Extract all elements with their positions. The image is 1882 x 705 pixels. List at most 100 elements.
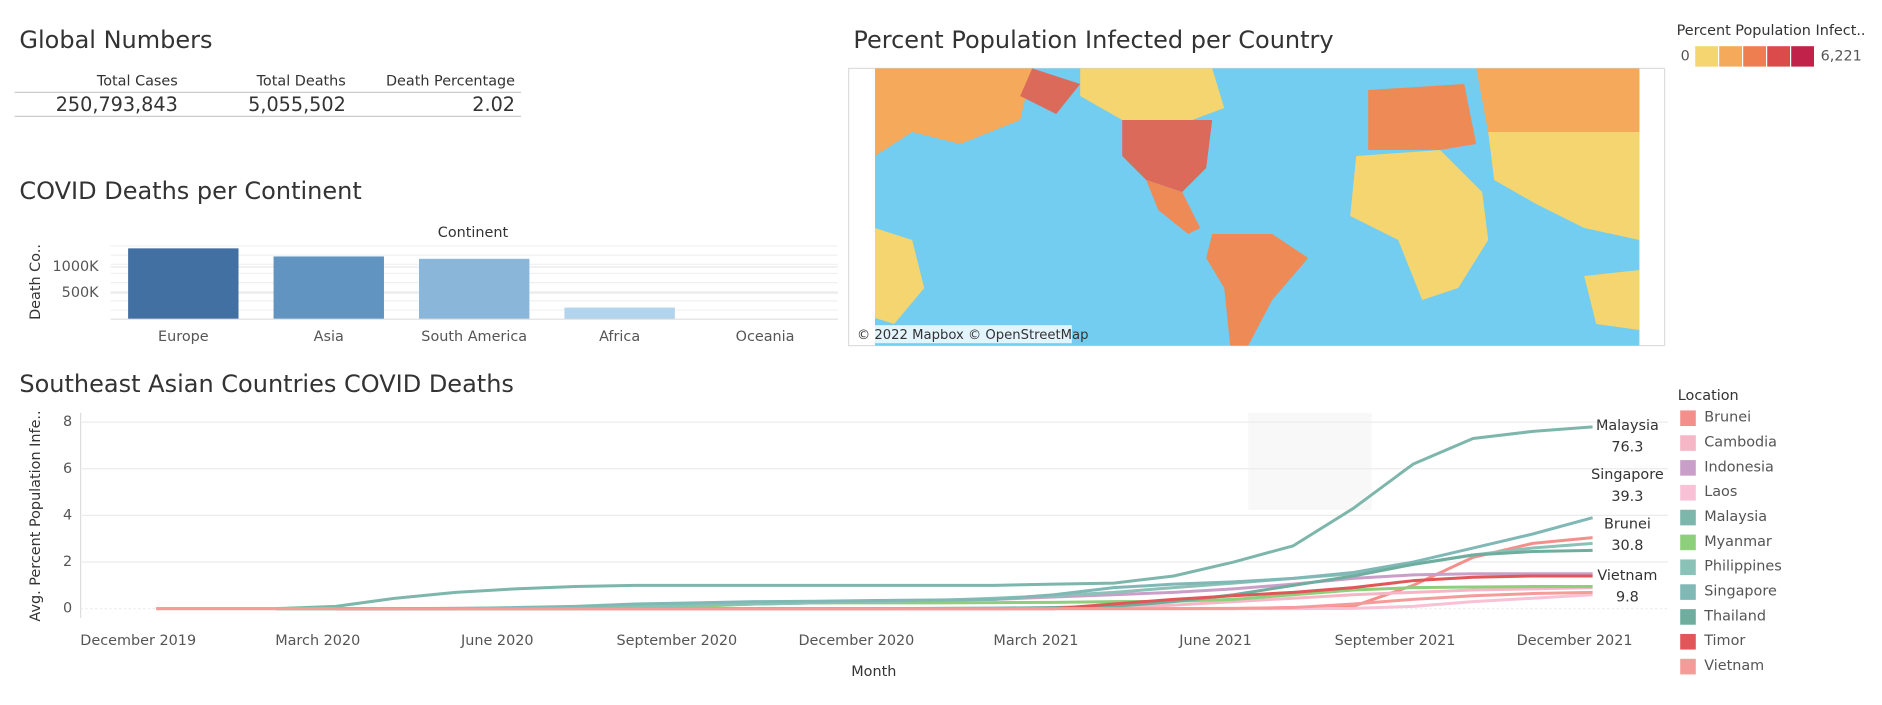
legend-swatch — [1680, 584, 1696, 600]
bar — [128, 248, 239, 320]
map — [875, 68, 1640, 346]
legend-label: Singapore — [1704, 583, 1777, 599]
x-tick-label: June 2020 — [460, 633, 534, 649]
map-legend-min: 0 — [1681, 48, 1690, 64]
legend-swatch — [1680, 410, 1696, 426]
annotation-value: 39.3 — [1611, 489, 1643, 505]
x-tick-label: March 2021 — [993, 633, 1078, 649]
x-axis-label: Month — [851, 664, 896, 680]
x-tick-label: Asia — [314, 329, 344, 345]
annotation-value: 76.3 — [1611, 440, 1643, 456]
x-tick-label: December 2020 — [798, 633, 914, 649]
x-tick-label: June 2021 — [1178, 633, 1252, 649]
y-axis-label: Avg. Percent Population Infe.. — [28, 410, 44, 621]
x-tick-label: September 2021 — [1335, 633, 1456, 649]
legend-swatch — [1680, 534, 1696, 551]
series-line — [275, 516, 1593, 611]
line-chart: 0 2 4 6 8 December 2019 March 2020 June 2020 Sep… — [63, 410, 1782, 675]
column-header: Continent — [438, 225, 509, 241]
annotation-label: Brunei — [1604, 516, 1651, 532]
legend-label: Thailand — [1703, 608, 1766, 624]
legend-label: Indonesia — [1704, 459, 1774, 475]
legend-label: Malaysia — [1704, 509, 1767, 525]
legend-label: Philippines — [1704, 559, 1782, 575]
y-tick-label: 0 — [63, 601, 72, 617]
map-legend-max: 6,221 — [1821, 48, 1862, 64]
legend-swatch — [1790, 45, 1816, 68]
map-legend-title: Percent Population Infect.. — [1677, 23, 1866, 39]
legend-swatch — [1680, 633, 1696, 650]
legend-swatch — [1742, 45, 1768, 68]
land — [1146, 180, 1201, 234]
table-cell: 250,793,843 — [56, 93, 178, 116]
x-tick-label: South America — [421, 329, 527, 345]
table-header: Death Percentage — [386, 74, 515, 90]
x-tick-label: December 2021 — [1517, 633, 1633, 649]
legend-label: Laos — [1704, 484, 1737, 500]
y-tick-label: 8 — [63, 414, 72, 430]
land — [1122, 120, 1213, 192]
y-tick-label: 2 — [63, 554, 72, 570]
highlight-box — [1248, 412, 1372, 510]
land — [1206, 234, 1309, 346]
legend-label: Vietnam — [1704, 658, 1764, 674]
legend-swatch — [1680, 559, 1696, 576]
attribution-bg — [853, 325, 1072, 344]
legend-swatch — [1680, 658, 1696, 675]
line-title: Southeast Asian Countries COVID Deaths — [19, 370, 514, 398]
x-tick-label: September 2020 — [616, 633, 737, 649]
y-tick-label: 6 — [63, 461, 72, 477]
y-tick-label: 4 — [63, 507, 72, 523]
land — [1080, 68, 1225, 126]
land — [875, 68, 1033, 156]
table-cell: 2.02 — [472, 93, 515, 116]
series-line — [275, 425, 1593, 611]
x-tick-label: Oceania — [736, 329, 795, 345]
bar — [564, 307, 675, 320]
land — [1020, 68, 1081, 114]
map-attribution: © 2022 Mapbox © OpenStreetMap — [857, 328, 1089, 343]
annotation-label: Malaysia — [1596, 418, 1659, 434]
annotation-label: Singapore — [1591, 467, 1664, 483]
x-tick-label: March 2020 — [275, 633, 360, 649]
x-tick-label: Africa — [599, 329, 640, 345]
land — [1350, 150, 1489, 300]
land — [1488, 132, 1640, 240]
map-title: Percent Population Infected per Country — [853, 26, 1333, 54]
legend-swatch — [1680, 460, 1696, 476]
x-tick-label: December 2019 — [80, 633, 196, 649]
map-legend — [1694, 45, 1816, 68]
legend-swatch — [1694, 45, 1720, 68]
legend-swatch — [1680, 484, 1696, 501]
table-title: Global Numbers — [19, 26, 212, 54]
x-tick-label: Europe — [158, 329, 209, 345]
legend-swatch — [1680, 609, 1696, 625]
bar — [273, 256, 384, 320]
table-cell: 5,055,502 — [248, 93, 346, 116]
legend-swatch — [1680, 435, 1696, 451]
legend-label: Cambodia — [1704, 434, 1777, 450]
annotation-value: 9.8 — [1616, 590, 1639, 606]
land — [1476, 68, 1640, 132]
land — [875, 228, 925, 324]
legend-title: Location — [1678, 388, 1739, 404]
annotation-value: 30.8 — [1611, 538, 1643, 554]
bar — [419, 258, 530, 320]
y-axis-label: Death Co.. — [28, 244, 44, 320]
land — [1584, 270, 1640, 330]
y-tick-label: 500K — [62, 285, 99, 301]
legend-label: Myanmar — [1704, 534, 1772, 550]
table-header: Total Deaths — [256, 74, 346, 90]
table-header: Total Cases — [96, 74, 178, 90]
legend-swatch — [1766, 45, 1792, 68]
legend-label: Brunei — [1704, 410, 1751, 426]
bar-title: COVID Deaths per Continent — [19, 177, 361, 205]
series-line — [156, 590, 1593, 611]
legend-swatch — [1718, 45, 1744, 68]
bar-chart: 500K 1000K Europe Asia South America Africa Oc… — [53, 245, 838, 345]
legend-label: Timor — [1703, 633, 1745, 649]
land — [1368, 84, 1477, 150]
annotation-label: Vietnam — [1597, 568, 1657, 584]
y-tick-label: 1000K — [53, 259, 100, 275]
